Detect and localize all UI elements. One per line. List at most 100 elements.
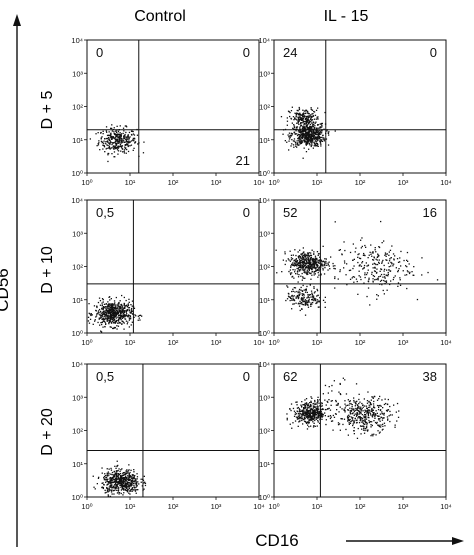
event-dot bbox=[312, 261, 314, 263]
event-dot bbox=[317, 253, 320, 255]
event-dot bbox=[311, 133, 313, 135]
event-dot bbox=[297, 143, 299, 145]
event-dot bbox=[102, 307, 104, 309]
event-dot bbox=[306, 137, 308, 140]
event-dot bbox=[306, 259, 308, 261]
event-dot bbox=[128, 140, 130, 142]
event-dot bbox=[361, 421, 363, 423]
event-dot bbox=[318, 300, 320, 302]
event-dot bbox=[397, 271, 399, 273]
event-dot bbox=[117, 142, 119, 144]
event-dot bbox=[294, 287, 297, 289]
event-dot bbox=[109, 476, 111, 479]
x-tick-label: 10⁴ bbox=[440, 338, 452, 347]
event-dot bbox=[358, 412, 361, 414]
event-dot bbox=[305, 259, 307, 261]
event-dot bbox=[358, 410, 360, 413]
event-dot bbox=[119, 476, 122, 478]
event-dot bbox=[131, 481, 133, 483]
event-dot bbox=[134, 480, 136, 482]
event-dot bbox=[345, 274, 347, 276]
event-dot bbox=[312, 133, 314, 135]
event-dot bbox=[313, 299, 315, 302]
event-dot bbox=[349, 415, 351, 418]
event-dot bbox=[305, 123, 307, 125]
event-dot bbox=[314, 257, 317, 259]
event-dot bbox=[313, 418, 315, 420]
event-dot bbox=[318, 412, 320, 414]
event-dot bbox=[111, 135, 113, 138]
event-dot bbox=[109, 489, 111, 491]
event-dot bbox=[372, 281, 374, 283]
event-dot bbox=[100, 137, 102, 139]
event-dot bbox=[127, 136, 129, 138]
event-dot bbox=[303, 300, 305, 302]
event-dot bbox=[317, 134, 319, 137]
event-dot bbox=[123, 149, 126, 151]
event-dot bbox=[322, 134, 324, 136]
event-dot bbox=[318, 301, 320, 303]
event-dot bbox=[313, 141, 315, 143]
event-dot bbox=[311, 126, 313, 128]
event-dot bbox=[128, 137, 130, 139]
event-dot bbox=[377, 279, 379, 281]
event-dot bbox=[125, 478, 127, 481]
event-dot bbox=[308, 142, 310, 145]
event-dot bbox=[313, 274, 315, 276]
event-dot bbox=[120, 486, 122, 488]
event-dot bbox=[88, 303, 90, 305]
event-dot bbox=[314, 416, 316, 418]
event-dot bbox=[369, 412, 372, 414]
event-dot bbox=[94, 488, 96, 490]
event-dot bbox=[303, 130, 305, 132]
event-dot bbox=[308, 410, 311, 412]
event-dot bbox=[116, 487, 118, 489]
event-dot bbox=[132, 149, 134, 151]
event-dot bbox=[115, 317, 118, 319]
event-dot bbox=[293, 415, 296, 417]
event-dot bbox=[326, 400, 328, 403]
event-dot bbox=[307, 416, 309, 419]
event-dot bbox=[308, 294, 310, 296]
event-dot bbox=[324, 111, 326, 114]
event-dot bbox=[292, 140, 295, 142]
event-dot bbox=[323, 263, 326, 266]
event-dot bbox=[319, 267, 321, 269]
event-dot bbox=[394, 255, 396, 257]
event-dot bbox=[301, 114, 303, 117]
event-dot bbox=[366, 400, 369, 402]
event-dot bbox=[315, 269, 318, 272]
event-dot bbox=[310, 138, 313, 140]
event-dot bbox=[306, 266, 308, 268]
event-dot bbox=[304, 291, 307, 293]
event-dot bbox=[115, 470, 117, 472]
event-dot bbox=[126, 306, 128, 308]
event-dot bbox=[300, 410, 302, 412]
event-dot bbox=[310, 259, 312, 261]
event-dot bbox=[315, 302, 317, 305]
event-dot bbox=[377, 277, 379, 279]
event-dot bbox=[113, 148, 115, 150]
event-dot bbox=[373, 412, 375, 414]
event-dot bbox=[118, 137, 120, 139]
event-dot bbox=[383, 414, 385, 416]
event-dot bbox=[113, 145, 115, 147]
event-dot bbox=[297, 416, 299, 419]
event-dot bbox=[110, 315, 112, 317]
event-dot bbox=[305, 135, 307, 137]
event-dot bbox=[296, 290, 298, 293]
event-dot bbox=[303, 134, 305, 137]
event-dot bbox=[125, 137, 128, 139]
event-dot bbox=[131, 483, 133, 486]
event-dot bbox=[108, 147, 111, 149]
event-dot bbox=[117, 145, 119, 148]
event-dot bbox=[111, 143, 113, 146]
event-dot bbox=[316, 265, 318, 267]
event-dot bbox=[305, 413, 307, 415]
event-dot bbox=[124, 483, 126, 485]
event-dot bbox=[371, 424, 373, 427]
event-dot bbox=[128, 482, 131, 484]
event-dot bbox=[107, 491, 109, 493]
event-dot bbox=[119, 481, 122, 483]
